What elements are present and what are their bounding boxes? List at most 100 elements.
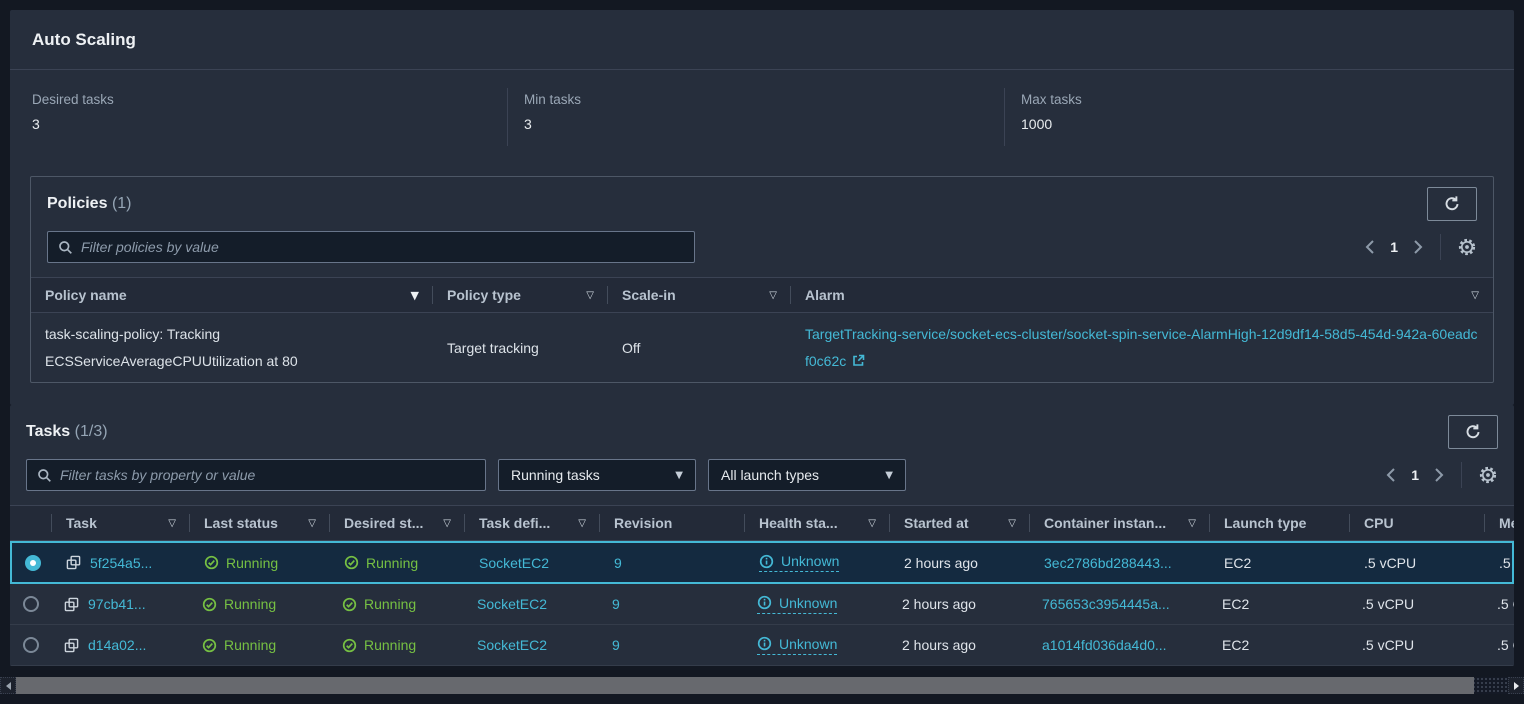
policies-table-header: Policy name ▼ Policy type ▽ Scale-in ▽ A…: [31, 277, 1493, 313]
task-row[interactable]: 97cb41... Running Running SocketEC2 9 Un…: [10, 584, 1514, 625]
divider: [1440, 234, 1441, 260]
tasks-filter-box: [26, 459, 486, 491]
desired-status-cell: Running: [342, 596, 416, 612]
stat-value: 3: [32, 116, 40, 132]
next-page-button[interactable]: [1433, 468, 1445, 482]
task-definition-link[interactable]: SocketEC2: [479, 554, 550, 571]
column-desired-status[interactable]: Desired st... ▽: [330, 506, 465, 540]
scrollbar-thumb[interactable]: [16, 677, 1474, 694]
filter-icon: ▽: [1008, 517, 1016, 529]
container-instance-link[interactable]: a1014fd036da4d0...: [1042, 637, 1167, 653]
tasks-settings-button[interactable]: [1478, 465, 1498, 485]
policies-refresh-button[interactable]: [1427, 187, 1477, 221]
stat-desired-tasks: Desired tasks 3: [10, 88, 507, 146]
policies-title: Policies (1): [47, 195, 132, 212]
tasks-refresh-button[interactable]: [1448, 415, 1498, 449]
status-positive-icon: [204, 555, 219, 570]
launch-type-cell: EC2: [1224, 554, 1252, 571]
auto-scaling-card: Auto Scaling Desired tasks 3 Min tasks 3…: [10, 10, 1514, 406]
cpu-cell: .5 vCPU: [1362, 637, 1415, 653]
info-icon: [757, 595, 772, 610]
horizontal-scrollbar[interactable]: [0, 677, 1524, 694]
scroll-right-button[interactable]: [1508, 677, 1524, 694]
stat-value: 1000: [1021, 116, 1053, 132]
scrollbar-track[interactable]: [16, 677, 1508, 694]
column-launch-type: Launch type: [1210, 506, 1350, 540]
column-last-status[interactable]: Last status ▽: [190, 506, 330, 540]
filter-icon: ▽: [443, 517, 451, 529]
task-id-link[interactable]: d14a02...: [88, 637, 147, 653]
column-container-instance[interactable]: Container instan... ▽: [1030, 506, 1210, 540]
external-link-icon: [853, 354, 865, 366]
gear-icon: [1458, 238, 1476, 256]
started-at-cell: 2 hours ago: [902, 637, 976, 653]
policies-pagination: 1: [1364, 239, 1424, 255]
dropdown-caret-icon: ▼: [885, 469, 893, 481]
tasks-title: Tasks (1/3): [26, 423, 108, 440]
task-id-link[interactable]: 97cb41...: [88, 596, 146, 612]
scroll-left-button[interactable]: [0, 677, 16, 694]
policies-filter-input[interactable]: [81, 239, 684, 255]
column-task-definition[interactable]: Task defi... ▽: [465, 506, 600, 540]
alarm-cell: TargetTracking-service/socket-ecs-cluste…: [791, 313, 1493, 382]
chevron-right-icon: [1414, 240, 1423, 254]
column-policy-name[interactable]: Policy name ▼: [31, 278, 433, 312]
revision-link[interactable]: 9: [612, 596, 620, 612]
column-health-status[interactable]: Health sta... ▽: [745, 506, 890, 540]
task-row[interactable]: d14a02... Running Running SocketEC2 9 Un…: [10, 625, 1514, 666]
health-status-cell[interactable]: Unknown: [757, 636, 838, 655]
refresh-icon: [1445, 196, 1459, 211]
tasks-filter-input[interactable]: [60, 467, 475, 483]
refresh-icon: [1466, 424, 1480, 439]
next-page-button[interactable]: [1412, 240, 1424, 254]
container-instance-link[interactable]: 3ec2786bd288443...: [1044, 554, 1172, 571]
copy-icon[interactable]: [64, 597, 79, 612]
filter-icon: ▽: [868, 517, 876, 529]
info-icon: [757, 636, 772, 651]
column-started-at[interactable]: Started at ▽: [890, 506, 1030, 540]
column-scale-in[interactable]: Scale-in ▽: [608, 278, 791, 312]
policy-row[interactable]: task-scaling-policy: Tracking ECSService…: [31, 313, 1493, 382]
memory-cell: .5 GB: [1497, 596, 1514, 612]
task-status-filter-select[interactable]: Running tasks ▼: [498, 459, 696, 491]
tasks-table-header: Task ▽ Last status ▽ Desired st... ▽ Task d…: [10, 505, 1514, 541]
revision-link[interactable]: 9: [612, 637, 620, 653]
copy-icon[interactable]: [64, 638, 79, 653]
divider: [1461, 462, 1462, 488]
column-task[interactable]: Task ▽: [52, 506, 190, 540]
status-positive-icon: [202, 638, 217, 652]
previous-page-button[interactable]: [1364, 240, 1376, 254]
revision-link[interactable]: 9: [614, 554, 622, 571]
stat-max-tasks: Max tasks 1000: [1004, 88, 1501, 146]
container-instance-link[interactable]: 765653c3954445a...: [1042, 596, 1170, 612]
previous-page-button[interactable]: [1385, 468, 1397, 482]
tasks-card: Tasks (1/3) Running tasks ▼: [10, 405, 1514, 666]
copy-icon[interactable]: [66, 555, 81, 570]
search-icon: [59, 240, 72, 254]
column-revision: Revision: [600, 506, 745, 540]
task-row-radio[interactable]: [23, 637, 39, 653]
task-id-link[interactable]: 5f254a5...: [90, 554, 153, 571]
task-row[interactable]: 5f254a5... Running Running SocketEC2 9 U…: [10, 541, 1514, 584]
task-row-radio[interactable]: [25, 554, 41, 571]
task-definition-link[interactable]: SocketEC2: [477, 637, 548, 653]
task-definition-link[interactable]: SocketEC2: [477, 596, 548, 612]
launch-type-cell: EC2: [1222, 637, 1250, 653]
stat-label: Min tasks: [524, 92, 582, 107]
alarm-link[interactable]: TargetTracking-service/socket-ecs-cluste…: [805, 326, 1478, 369]
health-status-cell[interactable]: Unknown: [759, 553, 840, 572]
policies-settings-button[interactable]: [1457, 237, 1477, 257]
memory-cell: .5 GB: [1497, 637, 1514, 653]
policies-count: (1): [111, 195, 132, 212]
tasks-pagination: 1: [1385, 467, 1445, 483]
stat-value: 3: [524, 116, 532, 132]
task-row-radio[interactable]: [23, 596, 39, 612]
column-policy-type[interactable]: Policy type ▽: [433, 278, 608, 312]
launch-type-filter-select[interactable]: All launch types ▼: [708, 459, 906, 491]
filter-icon: ▽: [586, 289, 594, 301]
scale-in-cell: Off: [622, 339, 641, 356]
started-at-cell: 2 hours ago: [902, 596, 976, 612]
column-alarm[interactable]: Alarm ▽: [805, 287, 1479, 303]
health-status-cell[interactable]: Unknown: [757, 595, 838, 614]
